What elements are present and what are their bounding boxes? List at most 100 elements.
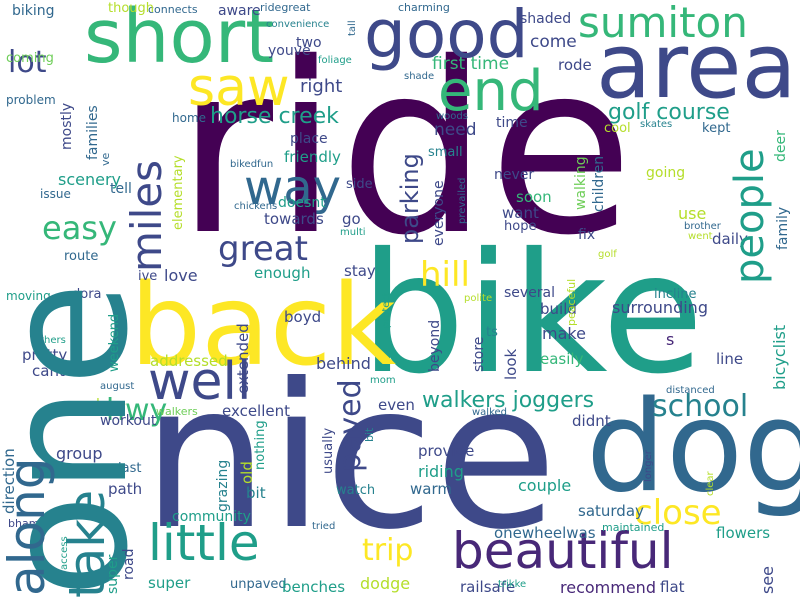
- word-area: area: [596, 14, 797, 119]
- word-side: side: [346, 177, 373, 192]
- word-nothing: nothing: [253, 420, 268, 470]
- word-recommend: recommend: [560, 578, 656, 597]
- word-look: look: [502, 348, 520, 380]
- word-lot: lot: [8, 45, 47, 80]
- word-end: end: [438, 59, 544, 124]
- word-moving: moving: [6, 289, 51, 303]
- word-family: family: [775, 206, 791, 250]
- word-polite: polite: [464, 293, 493, 304]
- word-route: route: [64, 249, 99, 264]
- word-pretty: pretty: [22, 346, 68, 364]
- word-towards: towards: [264, 210, 324, 228]
- word-build: build: [540, 300, 577, 318]
- word-dodge: unpaved: [230, 577, 287, 592]
- word-path: path: [108, 480, 143, 498]
- word-use: use: [678, 204, 707, 223]
- word-road: saturday: [578, 502, 644, 520]
- word-direction: direction: [0, 448, 18, 514]
- word-mom: mom: [370, 375, 396, 386]
- word-hope: hope: [504, 219, 537, 234]
- word-trikke: dodge: [360, 574, 411, 593]
- word-access: see: [758, 565, 777, 594]
- word-horse-creek: horse creek: [210, 104, 339, 129]
- word-mostly: mostly: [59, 102, 75, 150]
- word-august: august: [100, 381, 135, 392]
- word-bham: community: [172, 509, 251, 525]
- word-soon: soon: [516, 188, 552, 206]
- word-last: last: [118, 461, 142, 476]
- word-beyond: beyond: [427, 319, 443, 372]
- word-riding: riding: [418, 462, 464, 481]
- word-elementary: elementary: [171, 155, 186, 230]
- word-shaded: shaded: [520, 11, 572, 27]
- word-friendly: friendly: [284, 148, 341, 166]
- word-woods: woods: [436, 111, 468, 122]
- word-easy: easy: [42, 209, 117, 247]
- word-watch: bit: [246, 484, 266, 502]
- word-skates: skates: [640, 119, 673, 130]
- word-went: went: [688, 231, 713, 242]
- word-saw: saw: [188, 58, 290, 118]
- word-problem: problem: [6, 93, 56, 107]
- word-multi: multi: [340, 227, 366, 238]
- word-hill: hill: [420, 255, 470, 295]
- word-parking: parking: [396, 153, 424, 244]
- word-walkers-small: walkers: [156, 405, 198, 418]
- word-longer: couple: [518, 476, 572, 495]
- word-time: time: [496, 115, 528, 131]
- word-behind: behind: [316, 354, 371, 373]
- word-tall: foliage: [318, 55, 352, 66]
- word-group: group: [56, 444, 103, 463]
- word-rode: rode: [558, 56, 592, 74]
- word-provide: provide: [418, 442, 475, 460]
- word-enough: enough: [254, 264, 311, 282]
- word-want: want: [502, 204, 539, 222]
- word-several: several: [504, 285, 556, 301]
- word-tried: bham: [8, 517, 40, 530]
- word-right: right: [300, 76, 343, 97]
- word-families: families: [85, 105, 101, 160]
- word-chickens: chickens: [234, 201, 278, 212]
- word-way: way: [244, 160, 342, 216]
- word-hwy: hwy: [106, 393, 168, 428]
- word-aware: aware: [218, 3, 261, 19]
- word-warm: watch: [336, 483, 376, 498]
- word-others: others: [34, 335, 66, 346]
- word-fix: fix: [578, 227, 596, 243]
- word-even: even: [378, 396, 415, 414]
- word-go: go: [342, 210, 361, 228]
- word-bicyclist: bicyclist: [770, 324, 789, 390]
- word-short: short: [84, 0, 275, 80]
- word-convenience: flat: [660, 578, 685, 596]
- word-dora: dora: [72, 287, 102, 302]
- word-surrounding: surrounding: [612, 298, 708, 317]
- word-back: back: [130, 261, 397, 391]
- word-beautiful: beautiful: [452, 522, 674, 580]
- word-come: come: [530, 32, 577, 52]
- word-brother: brother: [684, 221, 721, 232]
- word-fence: shade: [404, 71, 435, 82]
- word-trip: trip: [362, 533, 414, 568]
- word-crowded-social: charming: [398, 1, 450, 14]
- word-see: flowers: [716, 524, 771, 542]
- word-issue: issue: [40, 187, 71, 201]
- word-flowers: maintained: [602, 521, 665, 534]
- word-bike: bike: [360, 218, 704, 411]
- word-ride: ride: [176, 12, 634, 287]
- word-clear: longer: [643, 450, 654, 482]
- word-distanced: distanced: [666, 385, 715, 396]
- word-bikedfun: bikedfun: [230, 159, 274, 170]
- word-walked: walked: [472, 407, 508, 418]
- word-ts: ts: [486, 325, 498, 340]
- word-easily: easily: [540, 350, 584, 368]
- word-need: need: [434, 120, 477, 140]
- word-biking: biking: [12, 3, 55, 19]
- word-stay: stay: [344, 262, 376, 280]
- word-protect: protect: [381, 292, 392, 328]
- word-weekend: weekend: [107, 313, 122, 372]
- word-onewheelwas: tried: [312, 521, 336, 532]
- word-ridegreat: ridegreat: [260, 1, 311, 14]
- word-ve: ve: [99, 152, 112, 166]
- word-love: love: [164, 266, 198, 285]
